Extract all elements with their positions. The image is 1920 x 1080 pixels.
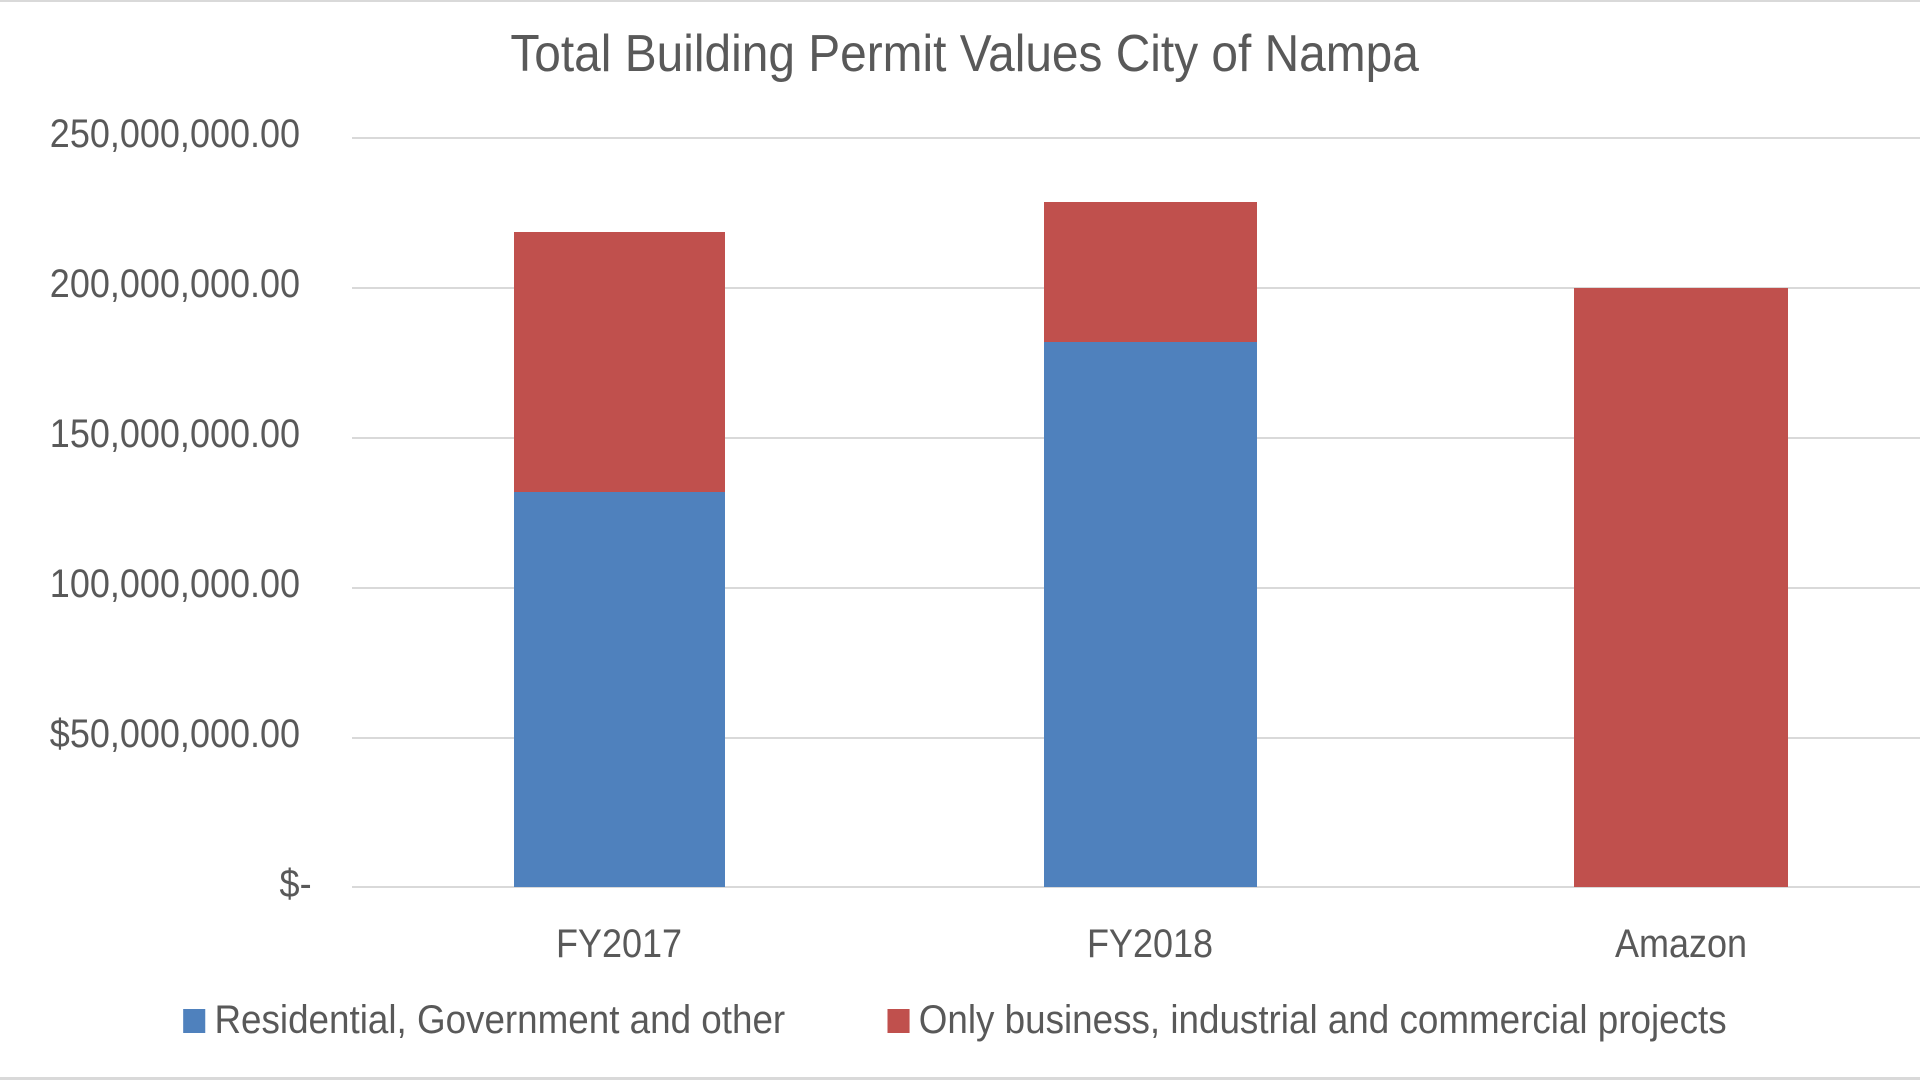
- legend-item-residential[interactable]: Residential, Government and other: [182, 998, 785, 1043]
- x-tick-fy2017: FY2017: [555, 922, 683, 966]
- x-tick-fy2018: FY2018: [1086, 922, 1214, 966]
- legend-swatch-blue-icon: [182, 1008, 205, 1033]
- y-tick-150m: 150,000,000.00: [49, 412, 300, 456]
- bar-fy2018-business: [1044, 202, 1257, 342]
- bar-amazon-business: [1574, 288, 1788, 887]
- chart-legend: Residential, Government and other Only b…: [0, 998, 1920, 1043]
- bar-fy2017-business: [514, 232, 725, 492]
- chart-frame-top-border: [0, 0, 1920, 2]
- legend-label-residential: Residential, Government and other: [214, 998, 785, 1042]
- x-axis-baseline: [352, 886, 1920, 888]
- legend-label-business: Only business, industrial and commercial…: [918, 998, 1727, 1042]
- y-tick-100m: 100,000,000.00: [49, 562, 300, 606]
- y-tick-zero: $-: [279, 862, 312, 906]
- y-tick-200m: 200,000,000.00: [49, 262, 300, 306]
- gridline-250m: [352, 137, 1920, 139]
- legend-item-business[interactable]: Only business, industrial and commercial…: [887, 998, 1727, 1043]
- chart-title: Total Building Permit Values City of Nam…: [510, 25, 1419, 83]
- legend-swatch-red-icon: [887, 1008, 910, 1033]
- y-tick-250m: 250,000,000.00: [49, 112, 300, 156]
- plot-area: [352, 0, 1920, 1080]
- y-tick-50m: $50,000,000.00: [49, 712, 300, 756]
- bar-fy2017-residential: [514, 492, 725, 887]
- bar-fy2018-residential: [1044, 342, 1257, 887]
- x-tick-amazon: Amazon: [1614, 922, 1748, 966]
- chart-frame-bottom-border: [0, 1077, 1920, 1080]
